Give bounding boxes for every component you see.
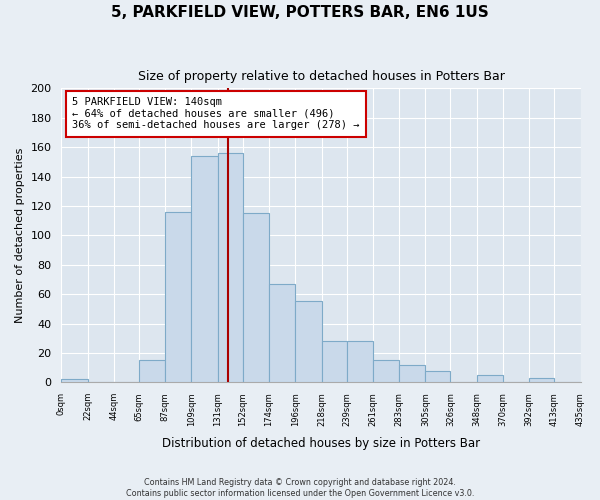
Y-axis label: Number of detached properties: Number of detached properties <box>15 148 25 323</box>
Text: 5, PARKFIELD VIEW, POTTERS BAR, EN6 1US: 5, PARKFIELD VIEW, POTTERS BAR, EN6 1US <box>111 5 489 20</box>
Text: Contains HM Land Registry data © Crown copyright and database right 2024.
Contai: Contains HM Land Registry data © Crown c… <box>126 478 474 498</box>
Bar <box>322 341 347 382</box>
Bar <box>373 360 399 382</box>
Bar <box>139 360 165 382</box>
Bar <box>476 375 503 382</box>
Bar <box>61 380 88 382</box>
Text: 5 PARKFIELD VIEW: 140sqm
← 64% of detached houses are smaller (496)
36% of semi-: 5 PARKFIELD VIEW: 140sqm ← 64% of detach… <box>72 97 359 130</box>
Bar <box>243 214 269 382</box>
Bar <box>218 153 243 382</box>
Bar <box>191 156 218 382</box>
Bar <box>347 341 373 382</box>
Title: Size of property relative to detached houses in Potters Bar: Size of property relative to detached ho… <box>137 70 505 83</box>
Bar <box>295 302 322 382</box>
Bar <box>399 364 425 382</box>
X-axis label: Distribution of detached houses by size in Potters Bar: Distribution of detached houses by size … <box>162 437 480 450</box>
Bar <box>425 370 451 382</box>
Bar <box>529 378 554 382</box>
Bar <box>165 212 191 382</box>
Bar <box>269 284 295 382</box>
